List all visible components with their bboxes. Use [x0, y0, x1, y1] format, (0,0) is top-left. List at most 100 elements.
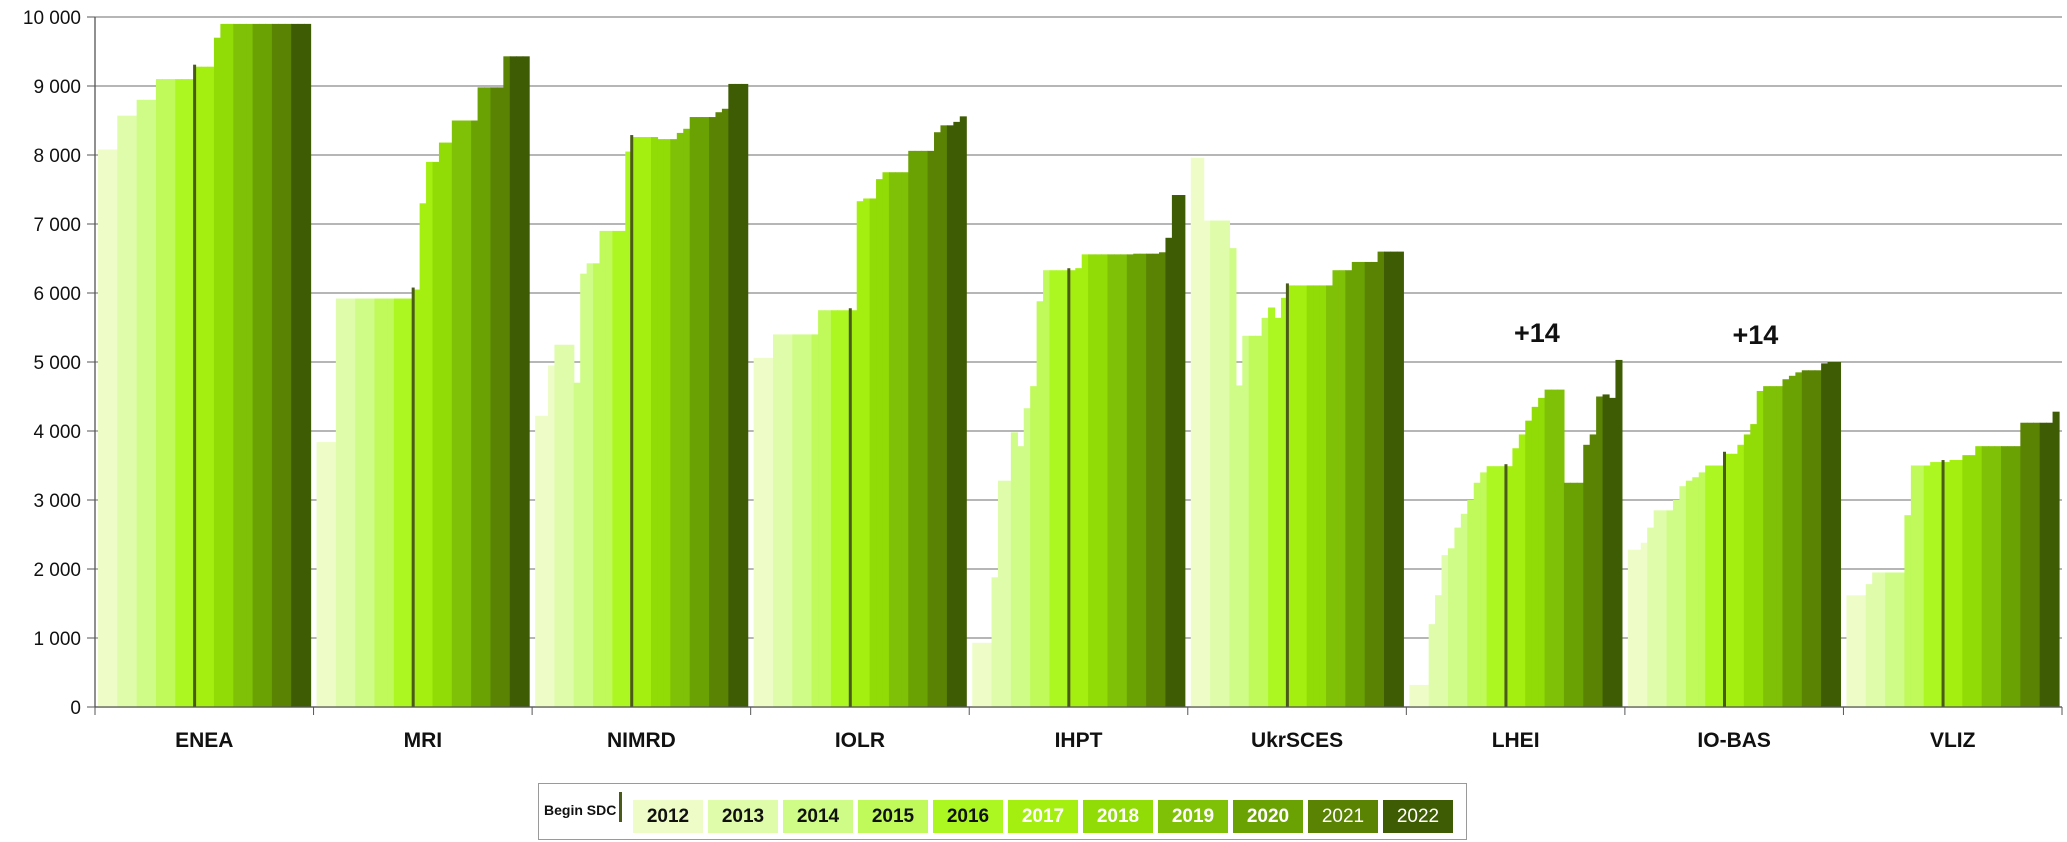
- bar: [1563, 482, 1571, 707]
- bar: [1640, 542, 1648, 707]
- bar: [1737, 444, 1745, 707]
- bar: [168, 79, 176, 708]
- bar: [1525, 420, 1533, 707]
- bar: [625, 151, 633, 708]
- bar: [1865, 584, 1873, 707]
- legend-item-2017: 2017: [1008, 800, 1078, 833]
- bar: [1943, 462, 1951, 707]
- bar: [207, 66, 215, 708]
- bar: [1685, 480, 1693, 707]
- bar: [1338, 270, 1346, 707]
- bar: [1126, 254, 1134, 708]
- bar: [1216, 220, 1224, 708]
- bar: [618, 230, 626, 707]
- bar: [1557, 389, 1565, 707]
- bar: [1981, 446, 1989, 707]
- bar: [1460, 513, 1468, 707]
- bar: [1730, 453, 1738, 707]
- bar: [541, 415, 549, 707]
- bar: [1101, 254, 1109, 708]
- bar: [188, 79, 196, 708]
- legend-item-2014: 2014: [783, 800, 853, 833]
- bar: [438, 142, 446, 707]
- bar: [1923, 465, 1931, 707]
- bar: [850, 310, 858, 707]
- bar: [927, 150, 935, 708]
- bar: [1473, 482, 1481, 707]
- bar: [1885, 572, 1893, 707]
- bar: [271, 23, 279, 707]
- bar: [297, 23, 305, 707]
- bar: [676, 132, 684, 708]
- bar: [1197, 157, 1205, 707]
- bar: [908, 150, 916, 708]
- bar: [1846, 595, 1854, 707]
- bar: [1878, 572, 1886, 707]
- bar: [432, 161, 440, 707]
- bar: [355, 298, 363, 707]
- bar: [516, 56, 524, 707]
- bar: [496, 87, 504, 707]
- bar: [1261, 317, 1269, 707]
- bar: [1949, 459, 1957, 707]
- bar: [1345, 270, 1353, 707]
- bar: [1428, 624, 1436, 707]
- annotation-label: +14: [1514, 318, 1560, 348]
- bar: [547, 365, 556, 707]
- bar: [734, 83, 742, 708]
- bar: [1814, 370, 1822, 707]
- bar: [316, 442, 324, 707]
- bar: [772, 334, 781, 707]
- bar: [1493, 466, 1501, 707]
- bar: [1203, 220, 1211, 708]
- bar: [246, 23, 254, 707]
- y-tick-label: 5 000: [33, 353, 81, 374]
- bar: [895, 172, 903, 707]
- bar: [567, 344, 575, 707]
- bar: [978, 642, 986, 707]
- bar: [252, 23, 260, 707]
- bar: [1364, 261, 1372, 707]
- bar: [1859, 595, 1867, 707]
- bar: [1962, 455, 1970, 707]
- bar: [149, 99, 157, 708]
- bar: [753, 357, 761, 707]
- bar: [940, 125, 948, 707]
- bar: [651, 137, 659, 707]
- bar: [1390, 251, 1398, 707]
- bar: [766, 357, 774, 707]
- bar: [1788, 375, 1796, 707]
- bar: [934, 132, 942, 708]
- bar: [413, 289, 421, 707]
- bar: [2052, 411, 2060, 707]
- legend-begin-sdc-label: Begin SDC: [544, 802, 617, 818]
- x-category-labels: ENEA MRI NIMRD IOLR IHPT UkrSCES LHEI IO-BAS VLI…: [175, 729, 1976, 752]
- bar: [1171, 195, 1179, 707]
- bar: [130, 115, 138, 708]
- bar: [380, 298, 389, 707]
- bar: [1133, 253, 1141, 708]
- bar: [1718, 465, 1726, 707]
- bar: [1834, 362, 1842, 707]
- begin-sdc-marker: [1723, 451, 1727, 707]
- bar: [1801, 370, 1809, 707]
- bar: [1146, 253, 1154, 708]
- bar: [451, 120, 459, 707]
- annotations: +14 +14: [1514, 318, 1778, 350]
- bar: [811, 334, 819, 707]
- bar: [573, 382, 581, 707]
- bar: [1319, 285, 1327, 707]
- bar: [284, 23, 292, 707]
- bar: [98, 149, 106, 708]
- bar: [1159, 252, 1167, 708]
- bar: [888, 172, 896, 707]
- bar: [1672, 500, 1681, 707]
- bar: [1222, 220, 1231, 708]
- bar: [1351, 261, 1359, 707]
- bar: [1088, 254, 1096, 708]
- bar: [1692, 477, 1700, 707]
- bar: [1049, 270, 1057, 707]
- bar: [1596, 396, 1604, 707]
- bar: [1518, 434, 1526, 707]
- bar: [155, 79, 164, 708]
